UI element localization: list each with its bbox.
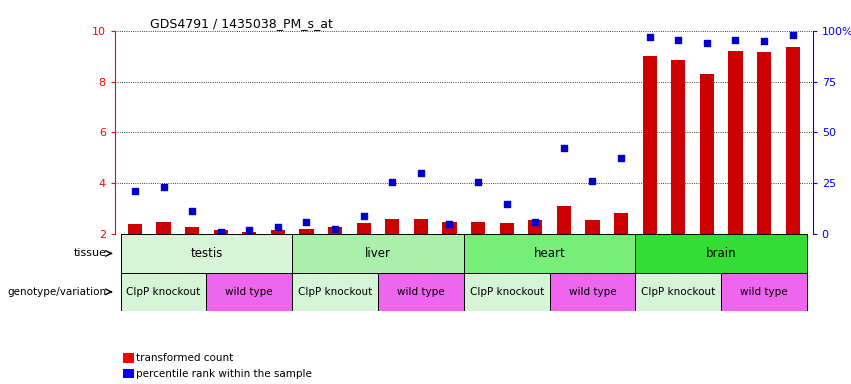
- Bar: [585, 220, 600, 234]
- Text: testis: testis: [191, 247, 223, 260]
- Point: [300, 218, 313, 225]
- Bar: [300, 229, 314, 234]
- Point: [214, 228, 227, 235]
- Bar: [785, 47, 800, 234]
- Bar: [185, 227, 199, 234]
- Bar: [728, 51, 743, 234]
- Point: [186, 208, 199, 214]
- Point: [728, 36, 742, 43]
- Point: [671, 36, 685, 43]
- Bar: [550, 273, 636, 311]
- Text: genotype/variation: genotype/variation: [7, 287, 106, 297]
- Text: heart: heart: [534, 247, 565, 260]
- Point: [785, 31, 799, 38]
- Bar: [414, 219, 428, 234]
- Point: [443, 221, 456, 227]
- Text: GDS4791 / 1435038_PM_s_at: GDS4791 / 1435038_PM_s_at: [150, 17, 333, 30]
- Text: tissue: tissue: [73, 248, 106, 258]
- Point: [414, 170, 428, 176]
- Bar: [671, 60, 685, 234]
- Bar: [636, 234, 807, 273]
- Bar: [721, 273, 807, 311]
- Point: [157, 184, 170, 190]
- Bar: [243, 232, 256, 234]
- Point: [471, 179, 485, 185]
- Text: wild type: wild type: [568, 287, 616, 297]
- Text: wild type: wild type: [740, 287, 788, 297]
- Text: ClpP knockout: ClpP knockout: [298, 287, 372, 297]
- Bar: [214, 230, 228, 234]
- Bar: [643, 56, 657, 234]
- Point: [643, 34, 656, 40]
- Point: [757, 38, 771, 44]
- Bar: [443, 222, 457, 234]
- Point: [328, 226, 342, 232]
- Text: ClpP knockout: ClpP knockout: [127, 287, 201, 297]
- Bar: [271, 230, 285, 234]
- Point: [243, 227, 256, 233]
- Bar: [528, 220, 542, 234]
- Bar: [292, 234, 464, 273]
- Bar: [128, 224, 142, 234]
- Text: brain: brain: [705, 247, 736, 260]
- Bar: [464, 234, 636, 273]
- Bar: [700, 74, 714, 234]
- Point: [700, 40, 714, 46]
- Point: [357, 214, 370, 220]
- Bar: [464, 273, 550, 311]
- Point: [386, 179, 399, 185]
- Bar: [614, 213, 628, 234]
- Text: ClpP knockout: ClpP knockout: [641, 287, 716, 297]
- Point: [585, 178, 599, 184]
- Bar: [357, 223, 371, 234]
- Bar: [292, 273, 378, 311]
- Bar: [636, 273, 721, 311]
- Bar: [378, 273, 464, 311]
- Bar: [471, 222, 485, 234]
- Text: ClpP knockout: ClpP knockout: [470, 287, 544, 297]
- Point: [528, 218, 542, 225]
- Bar: [557, 206, 571, 234]
- Bar: [500, 223, 514, 234]
- Point: [557, 145, 571, 151]
- Text: wild type: wild type: [226, 287, 273, 297]
- Bar: [121, 273, 207, 311]
- Text: percentile rank within the sample: percentile rank within the sample: [136, 369, 312, 379]
- Point: [129, 188, 142, 194]
- Point: [500, 200, 513, 207]
- Text: liver: liver: [365, 247, 391, 260]
- Bar: [207, 273, 292, 311]
- Bar: [157, 222, 171, 234]
- Bar: [121, 234, 292, 273]
- Bar: [328, 227, 342, 234]
- Text: transformed count: transformed count: [136, 353, 233, 363]
- Bar: [386, 219, 399, 234]
- Point: [271, 223, 285, 230]
- Point: [614, 155, 628, 161]
- Text: wild type: wild type: [397, 287, 445, 297]
- Bar: [757, 52, 771, 234]
